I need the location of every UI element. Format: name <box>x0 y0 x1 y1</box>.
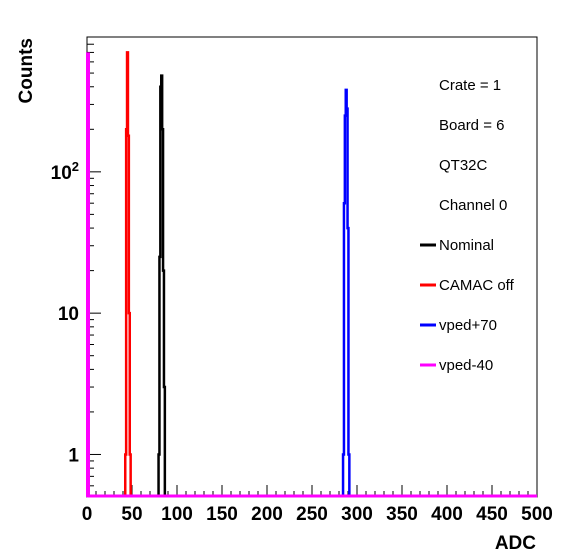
y-tick-label: 102 <box>51 159 79 184</box>
x-tick-label: 150 <box>206 504 238 525</box>
x-tick-label: 400 <box>431 504 463 525</box>
legend-entry: vped+70 <box>439 317 497 334</box>
x-tick-label: 0 <box>82 504 93 525</box>
x-tick-label: 100 <box>161 504 193 525</box>
info-line: QT32C <box>439 157 488 174</box>
info-line: Board = 6 <box>439 117 504 134</box>
info-line: Channel 0 <box>439 197 507 214</box>
x-axis-title: ADC <box>495 533 536 553</box>
x-axis: 0 50 100 150 200 250 300 350 400 450 500 <box>82 485 553 525</box>
info-line: Crate = 1 <box>439 77 501 94</box>
y-tick-label: 1 <box>68 445 79 466</box>
legend-entry: CAMAC off <box>439 277 515 294</box>
series-camac-off <box>124 51 132 497</box>
legend-entry: Nominal <box>439 237 494 254</box>
x-tick-label: 250 <box>296 504 328 525</box>
y-axis: 1 10 102 <box>51 36 101 498</box>
series-line <box>157 74 167 497</box>
series-line <box>124 51 132 497</box>
y-tick-label: 10 <box>58 304 79 325</box>
plot-frame <box>86 36 538 498</box>
legend: Crate = 1 Board = 6 QT32C Channel 0 Nominal C… <box>420 77 515 374</box>
series-vped-40 <box>86 52 537 498</box>
x-tick-label: 50 <box>121 504 142 525</box>
x-tick-label: 450 <box>476 504 508 525</box>
x-tick-label: 300 <box>341 504 373 525</box>
x-tick-label: 350 <box>386 504 418 525</box>
y-axis-title: Counts <box>16 38 37 103</box>
legend-entry: vped-40 <box>439 357 493 374</box>
x-tick-label: 500 <box>521 504 553 525</box>
series-nominal <box>157 74 167 497</box>
series-layer <box>86 51 537 498</box>
series-vped-70 <box>341 88 351 497</box>
series-line <box>341 88 351 497</box>
x-tick-label: 200 <box>251 504 283 525</box>
